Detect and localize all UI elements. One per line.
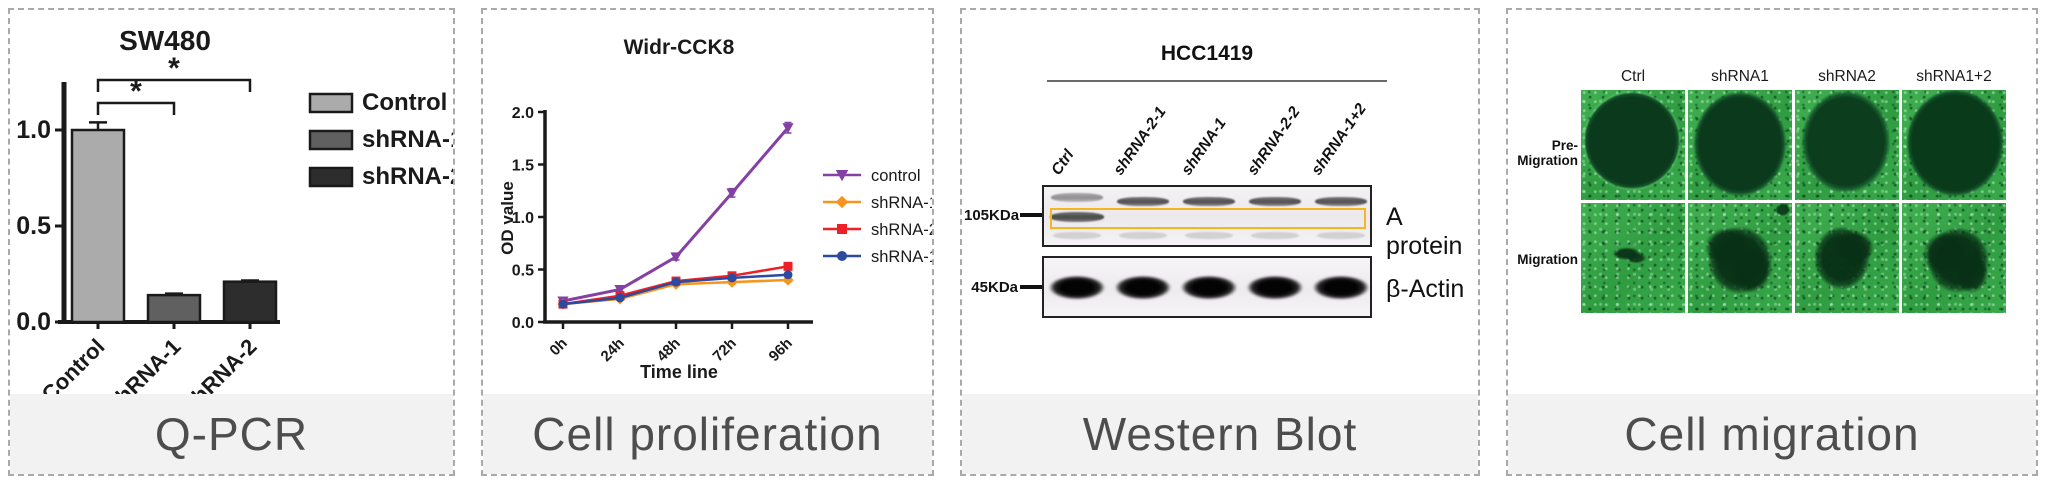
svg-text:24h: 24h [598, 335, 628, 365]
column-label-shrna2: shRNA2 [1818, 68, 1876, 85]
faint-band [1317, 232, 1365, 239]
migration-image-shrna1+2 [1902, 203, 2006, 313]
actin-band [1048, 276, 1106, 301]
migration-area: Ctrl shRNA1 shRNA2 shRNA1+2 Pre-Migratio… [1508, 10, 2036, 394]
svg-text:1.5: 1.5 [512, 158, 534, 175]
svg-text:2.0: 2.0 [512, 105, 534, 122]
column-label-shrna1+2: shRNA1+2 [1916, 68, 1992, 85]
svg-text:shRNA-2: shRNA-2 [178, 334, 261, 394]
svg-text:*: * [130, 75, 142, 108]
row-label-pre-migration: Pre-Migration [1517, 138, 1578, 168]
a-protein-blot [1042, 185, 1372, 247]
a-protein-label: A protein [1386, 203, 1463, 260]
svg-text:1.0: 1.0 [16, 116, 51, 144]
svg-text:Control: Control [362, 89, 447, 116]
migration-image-grid [1581, 90, 2006, 313]
svg-text:Control: Control [37, 334, 110, 394]
svg-text:96h: 96h [766, 335, 796, 365]
svg-text:SW480: SW480 [119, 25, 211, 56]
western-caption: Western Blot [962, 394, 1478, 474]
faint-band [1053, 232, 1101, 239]
lane-label-shrna-1+2: shRNA-1+2 [1308, 100, 1370, 179]
migration-caption: Cell migration [1508, 394, 2036, 474]
western-blot-area: HCC1419 Ctrl shRNA-2-1 shRNA-1 shRNA-2-2… [962, 10, 1478, 394]
marker-105kda: 105KDa [964, 207, 1020, 224]
svg-text:0.5: 0.5 [16, 212, 51, 240]
lane-label-ctrl: Ctrl [1048, 146, 1078, 179]
svg-text:shRNA-1+2: shRNA-1+2 [871, 248, 932, 266]
blot-band [1249, 197, 1301, 206]
beta-actin-label: β-Actin [1386, 275, 1465, 303]
svg-text:shRNA-1: shRNA-1 [871, 194, 932, 212]
pre-migration-image-shrna1 [1688, 90, 1792, 200]
actin-band [1312, 276, 1370, 301]
migration-image-shrna1 [1688, 203, 1792, 313]
blot-band [1315, 197, 1367, 206]
ctrl-105kda-band [1050, 212, 1104, 222]
marker-45kda: 45KDa [971, 279, 1018, 296]
svg-text:0.5: 0.5 [512, 263, 534, 280]
svg-text:72h: 72h [710, 335, 740, 365]
highlight-box [1050, 208, 1366, 229]
svg-text:Widr-CCK8: Widr-CCK8 [624, 36, 735, 59]
svg-text:0.0: 0.0 [512, 315, 534, 332]
blot-band [1117, 197, 1169, 206]
lane-label-shrna-2-2: shRNA-2-2 [1244, 103, 1304, 179]
faint-band [1251, 232, 1299, 239]
migration-image-ctrl [1581, 203, 1685, 313]
panel-proliferation: Widr-CCK8 0.0 0.5 1.0 1.5 2.0 0h 24h 48h 72h 96h Ti… [481, 8, 934, 476]
qpcr-bar-chart: SW4800.00.51.0ControlshRNA-1shRNA-2**Con… [16, 25, 453, 394]
svg-text:1.0: 1.0 [512, 210, 534, 227]
proliferation-chart-area: Widr-CCK8 0.0 0.5 1.0 1.5 2.0 0h 24h 48h 72h 96h Ti… [483, 10, 932, 394]
svg-text:48h: 48h [654, 335, 684, 365]
blot-band [1051, 193, 1103, 202]
proliferation-line-chart: Widr-CCK8 0.0 0.5 1.0 1.5 2.0 0h 24h 48h 72h 96h Ti… [498, 36, 932, 382]
pre-migration-image-shrna2 [1795, 90, 1899, 200]
blot-band [1183, 197, 1235, 206]
proliferation-caption: Cell proliferation [483, 394, 932, 474]
faint-band [1185, 232, 1233, 239]
marker-dash [1020, 285, 1042, 289]
row-label-migration: Migration [1517, 252, 1578, 267]
qpcr-chart-area: SW480 0.0 0.5 1.0 Control shRNA-1 shRNA-2 * * Con… [10, 10, 453, 394]
cell-line-title: HCC1419 [1160, 42, 1254, 65]
svg-text:shRNA-2: shRNA-2 [871, 221, 932, 239]
actin-band [1246, 276, 1304, 301]
lane-label-shrna-2-1: shRNA-2-1 [1110, 103, 1170, 179]
svg-text:shRNA-1: shRNA-1 [362, 126, 453, 153]
column-label-ctrl: Ctrl [1620, 68, 1646, 85]
svg-text:shRNA-1: shRNA-1 [102, 334, 185, 394]
actin-band [1180, 276, 1238, 301]
svg-text:control: control [871, 167, 921, 185]
svg-text:0h: 0h [546, 335, 570, 359]
pre-migration-image-ctrl [1581, 90, 1685, 200]
faint-band [1119, 232, 1167, 239]
svg-text:Time line: Time line [640, 362, 718, 382]
qpcr-caption: Q-PCR [10, 394, 453, 474]
svg-text:*: * [168, 52, 180, 85]
title-underline [1047, 80, 1387, 82]
pre-migration-image-shrna1+2 [1902, 90, 2006, 200]
column-label-shrna1: shRNA1 [1711, 68, 1769, 85]
lane-label-shrna-1: shRNA-1 [1178, 115, 1230, 179]
migration-image-shrna2 [1795, 203, 1899, 313]
actin-band [1114, 276, 1172, 301]
panel-western-blot: HCC1419 Ctrl shRNA-2-1 shRNA-1 shRNA-2-2… [960, 8, 1480, 476]
svg-text:shRNA-2: shRNA-2 [362, 163, 453, 190]
panel-cell-migration: Ctrl shRNA1 shRNA2 shRNA1+2 Pre-Migratio… [1506, 8, 2038, 476]
panel-qpcr: SW480 0.0 0.5 1.0 Control shRNA-1 shRNA-2 * * Con… [8, 8, 455, 476]
svg-text:OD value: OD value [498, 181, 517, 255]
marker-dash [1020, 213, 1042, 217]
beta-actin-blot [1042, 256, 1372, 318]
svg-text:0.0: 0.0 [16, 308, 51, 336]
